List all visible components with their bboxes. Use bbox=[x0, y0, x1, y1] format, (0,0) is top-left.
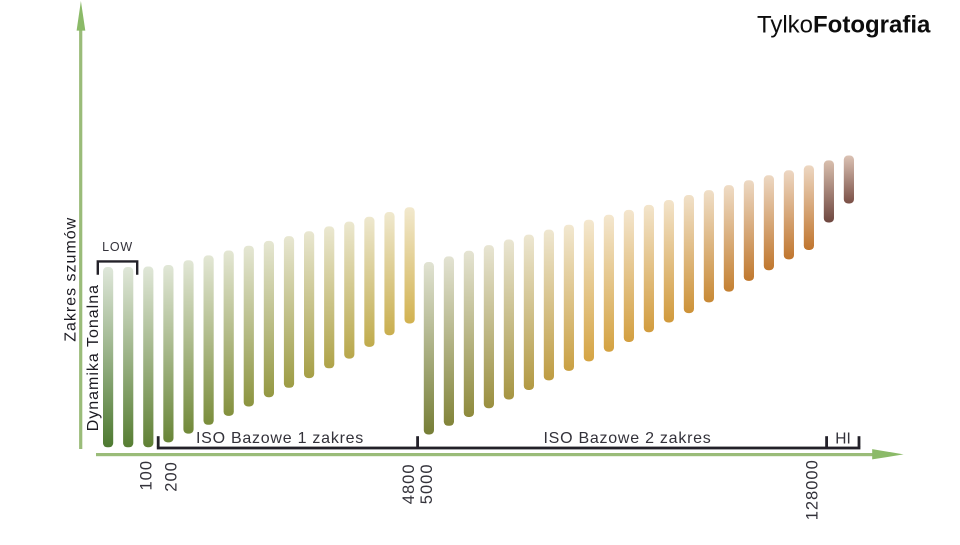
svg-text:100: 100 bbox=[138, 460, 156, 491]
svg-text:LOW: LOW bbox=[102, 240, 133, 254]
svg-text:4800: 4800 bbox=[400, 463, 418, 504]
svg-text:ISO Bazowe 2 zakres: ISO Bazowe 2 zakres bbox=[543, 430, 711, 447]
svg-text:TylkoFotografia: TylkoFotografia bbox=[757, 12, 931, 39]
svg-text:200: 200 bbox=[163, 461, 181, 492]
svg-text:Dynamika Tonalna: Dynamika Tonalna bbox=[85, 284, 102, 431]
svg-text:ISO Bazowe 1 zakres: ISO Bazowe 1 zakres bbox=[196, 430, 364, 447]
svg-text:HI: HI bbox=[835, 431, 851, 448]
svg-text:128000: 128000 bbox=[803, 459, 821, 520]
svg-text:Zakres szumów: Zakres szumów bbox=[63, 217, 80, 342]
svg-text:5000: 5000 bbox=[418, 463, 436, 504]
